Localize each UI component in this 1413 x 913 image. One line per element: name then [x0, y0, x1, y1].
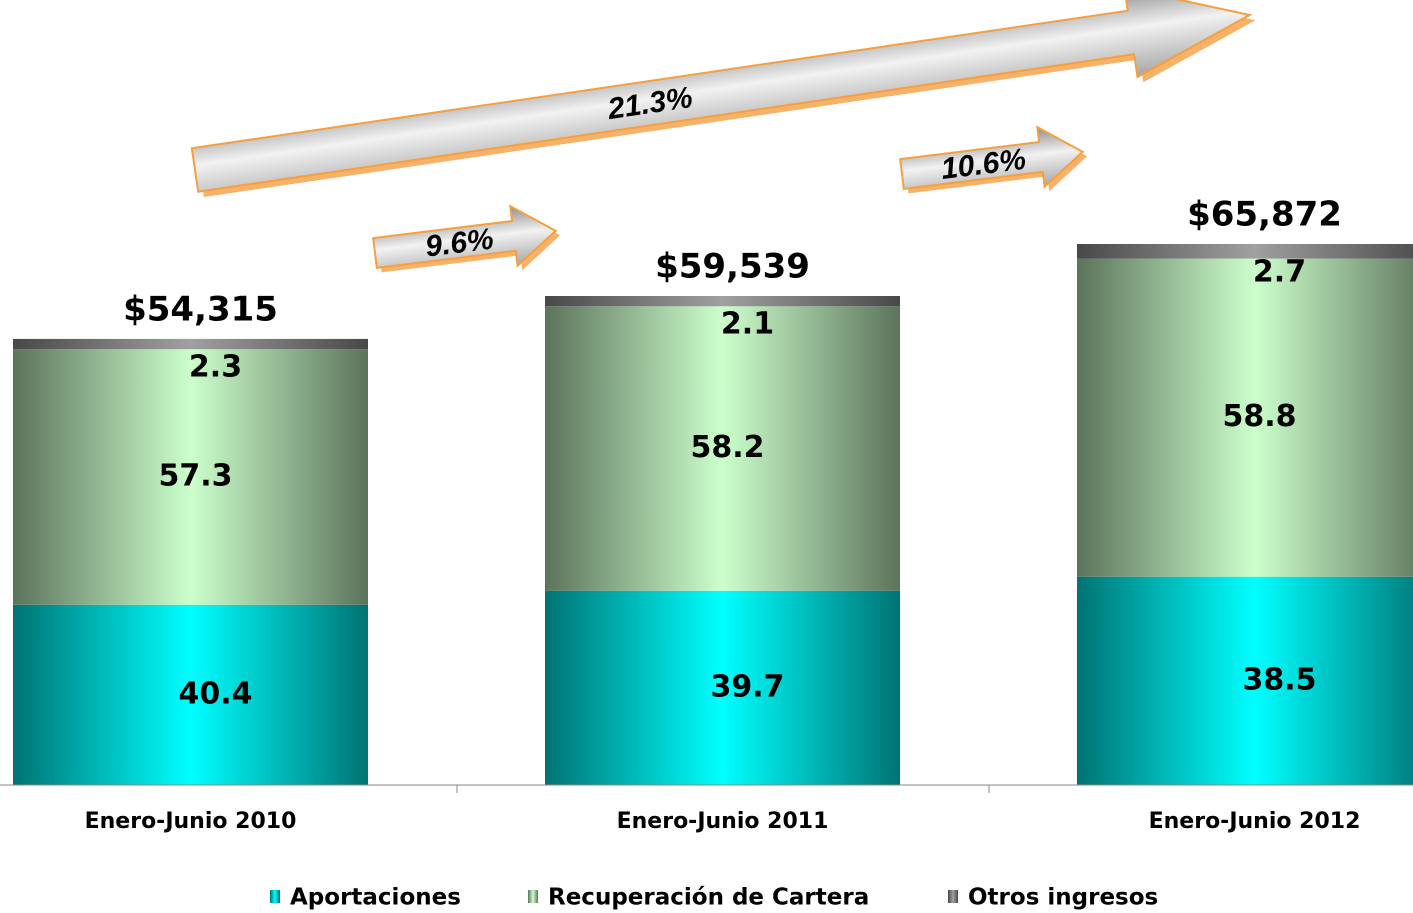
growth-arrow: 9.6% — [372, 204, 561, 273]
data-label: 38.5 — [1242, 662, 1316, 697]
bar-segment — [1077, 576, 1413, 785]
bar-segment — [545, 306, 900, 591]
data-label: 57.3 — [158, 458, 232, 493]
legend-label: Otros ingresos — [968, 885, 1158, 911]
total-label: $54,315 — [123, 289, 278, 329]
data-label: 39.7 — [710, 669, 784, 704]
bar-segment — [545, 590, 900, 785]
bar-segment — [545, 296, 900, 307]
total-label: $59,539 — [655, 247, 810, 287]
legend-label: Aportaciones — [290, 885, 461, 911]
legend-swatch — [270, 890, 280, 903]
legend-label: Recuperación de Cartera — [548, 885, 869, 911]
growth-arrow: 10.6% — [899, 125, 1088, 194]
legend-swatch — [528, 890, 538, 903]
data-label: 58.2 — [690, 430, 764, 465]
total-label: $65,872 — [1187, 195, 1342, 235]
data-label: 2.3 — [189, 349, 242, 384]
bar-segment — [13, 349, 368, 605]
data-label: 58.8 — [1222, 399, 1296, 434]
data-label: 2.7 — [1253, 255, 1306, 290]
growth-arrow: 21.3% — [190, 0, 1256, 197]
bar-segment — [13, 604, 368, 785]
bar-segment — [13, 338, 368, 350]
data-label: 40.4 — [178, 676, 252, 711]
x-tick-label: Enero-Junio 2010 — [85, 809, 297, 834]
legend-swatch — [948, 890, 958, 903]
x-tick-label: Enero-Junio 2011 — [617, 809, 829, 834]
data-label: 2.1 — [721, 307, 774, 342]
bar-segment — [1077, 258, 1413, 577]
bar-segment — [1077, 244, 1413, 259]
x-tick-label: Enero-Junio 2012 — [1149, 809, 1361, 834]
